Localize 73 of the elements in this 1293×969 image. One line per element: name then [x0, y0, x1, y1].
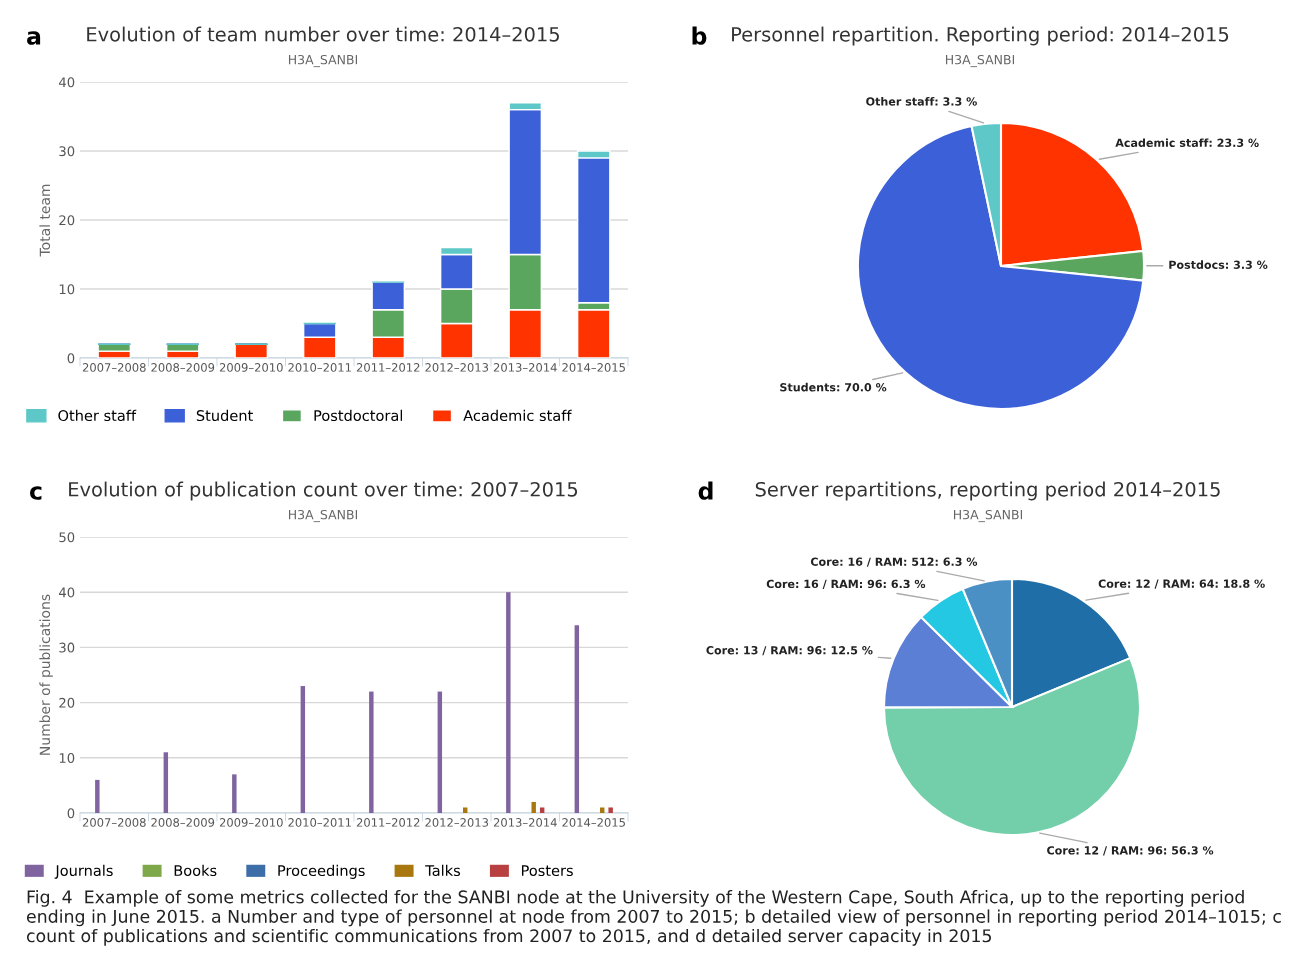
slice-label: Other staff: 3.3 % — [866, 97, 977, 106]
x-tick-label: 2007–2008 — [82, 363, 146, 372]
bar — [163, 752, 169, 813]
y-tick-label: 20 — [59, 215, 75, 226]
x-tick-label: 2011–2012 — [356, 818, 420, 827]
y-tick-label: 10 — [59, 284, 75, 295]
x-tick-label: 2008–2009 — [151, 363, 215, 372]
x-tick-label: 2010–2011 — [288, 363, 351, 372]
slice-label: Postdocs: 3.3 % — [1169, 260, 1268, 269]
y-tick-label: 30 — [59, 146, 75, 157]
x-tick-label: 2013–2014 — [493, 818, 557, 827]
chart-subtitle: H3A_SANBI — [953, 509, 1023, 523]
bar — [506, 592, 511, 813]
x-tick-label: 2012–2013 — [425, 818, 489, 827]
text: b — [692, 26, 707, 45]
y-tick-label: 40 — [58, 77, 75, 88]
slice-label: Core: 13 / RAM: 96: 12.5 % — [706, 646, 873, 656]
x-tick-label: 2008–2009 — [151, 818, 215, 827]
bar — [300, 686, 306, 813]
legend-label: Postdoctoral — [314, 409, 403, 422]
slice-label: Core: 12 / RAM: 96: 56.3 % — [1047, 846, 1214, 856]
x-tick-label: 2007–2008 — [82, 818, 146, 827]
chart-title: Server repartitions, reporting period 2014–2015 — [755, 481, 1220, 501]
chart-subtitle: H3A_SANBI — [288, 54, 358, 68]
bar — [574, 625, 580, 813]
bar — [234, 343, 269, 358]
bar — [599, 807, 605, 813]
x-tick-label: 2014–2015 — [562, 818, 625, 827]
bar — [539, 807, 545, 813]
legend-label: Talks — [425, 864, 461, 877]
y-tick-label: 20 — [59, 697, 75, 708]
caption: Fig. 4 Example of some metrics collected for the SANBI node at the University of the Western Cape, South Africa, up to the reporting period ending in June 2015. a Number and type of personnel at node from 2007 to 2015; b detailed view of personnel in reporting period 2014–1015; c count of publications and scientific communications from 2007 to 2015, and d detailed server capacity in 2015 — [26, 890, 1281, 946]
y-tick-label: 50 — [59, 532, 75, 543]
legend-label: Student — [196, 409, 253, 422]
legend-label: Proceedings — [278, 864, 365, 879]
chart-subtitle: H3A_SANBI — [945, 54, 1015, 68]
bar — [369, 691, 374, 813]
bar — [462, 807, 468, 813]
bar — [608, 807, 613, 813]
y-tick-label: 30 — [59, 642, 75, 653]
slice-label: Core: 16 / RAM: 512: 6.3 % — [810, 557, 978, 567]
legend-label: Books — [174, 864, 217, 877]
legend-label: Posters — [521, 865, 573, 877]
bar — [232, 774, 237, 813]
legend-label: Other staff — [58, 409, 137, 422]
x-tick-label: 2009–2010 — [219, 818, 283, 827]
x-tick-label: 2012–2013 — [425, 363, 489, 372]
x-tick-label: 2013–2014 — [493, 363, 557, 372]
text: d — [698, 481, 713, 500]
bar — [531, 801, 536, 813]
slice-label: Core: 12 / RAM: 64: 18.8 % — [1098, 579, 1265, 589]
y-axis-title: Total team — [39, 184, 51, 257]
y-tick-label: 0 — [67, 353, 75, 364]
x-tick-label: 2009–2010 — [219, 363, 283, 372]
x-tick-label: 2011–2012 — [356, 363, 420, 372]
slice-label: Academic staff: 23.3 % — [1115, 138, 1259, 147]
chart-subtitle: H3A_SANBI — [288, 509, 358, 523]
text: c — [30, 486, 42, 500]
text: a — [27, 31, 41, 45]
bar — [95, 779, 100, 813]
slice-label: Students: 70.0 % — [780, 382, 887, 392]
y-tick-label: 40 — [58, 587, 75, 598]
x-tick-label: 2010–2011 — [288, 818, 351, 827]
chart-title: Personnel repartition. Reporting period: 2014–2015 — [732, 26, 1229, 46]
x-tick-label: 2014–2015 — [562, 363, 625, 372]
y-tick-label: 0 — [67, 808, 75, 819]
y-axis-title: Number of publications — [39, 594, 53, 755]
slice-label: Core: 16 / RAM: 96: 6.3 % — [766, 579, 926, 589]
legend-label: Academic staff — [463, 409, 572, 422]
legend-label: Journals — [54, 864, 113, 879]
y-tick-label: 10 — [59, 753, 75, 763]
chart-title: Evolution of publication count over time: 2007–2015 — [69, 481, 578, 501]
chart-title: Evolution of team number over time: 2014–2015 — [87, 26, 559, 42]
